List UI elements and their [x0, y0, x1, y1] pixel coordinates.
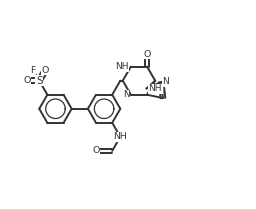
Text: O: O — [92, 146, 100, 155]
Text: NH: NH — [115, 62, 129, 71]
Text: NH: NH — [113, 132, 127, 141]
Text: O: O — [143, 50, 151, 59]
Text: N: N — [162, 78, 169, 87]
Text: N: N — [123, 90, 130, 99]
Text: O: O — [42, 66, 49, 75]
Text: S: S — [36, 76, 42, 86]
Text: O: O — [23, 76, 31, 85]
Text: NH: NH — [148, 84, 162, 93]
Text: F: F — [30, 66, 36, 75]
